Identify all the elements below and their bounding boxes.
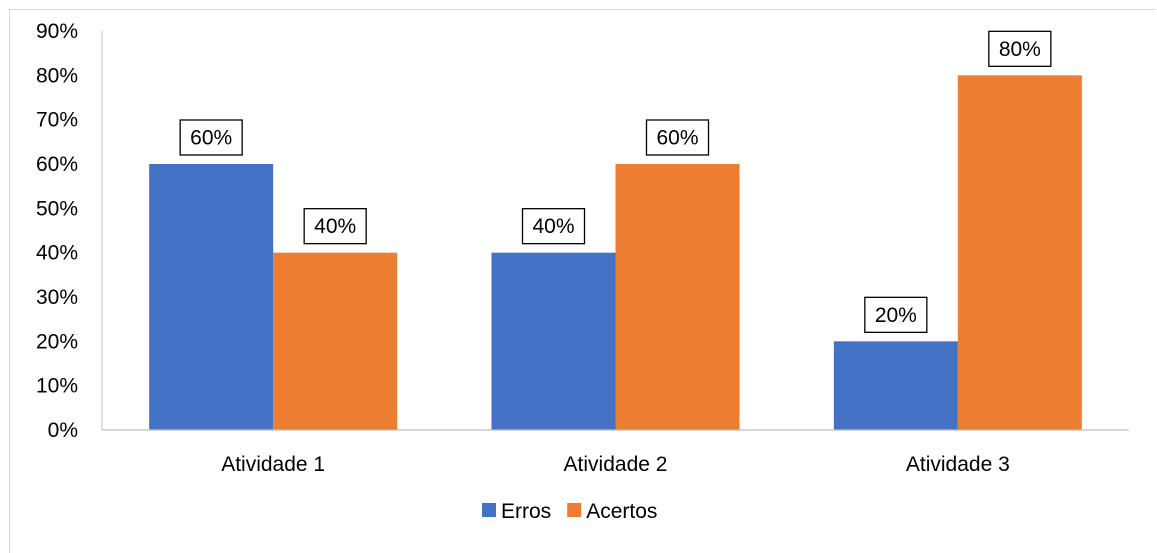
data-label-erros-1: 60% — [179, 119, 243, 156]
y-tick-label: 40% — [36, 242, 78, 265]
data-label-acertos-1: 40% — [303, 208, 367, 245]
data-label-box — [521, 208, 586, 245]
x-tick-label: Atividade 2 — [564, 453, 668, 476]
data-label-text: 40% — [314, 215, 356, 238]
y-tick-label: 80% — [36, 64, 78, 87]
data-label-text: 20% — [875, 304, 917, 327]
data-label-text: 80% — [999, 38, 1041, 61]
x-tick-label: Atividade 1 — [221, 453, 325, 476]
bar-erros-1 — [149, 164, 274, 430]
y-tick-label: 0% — [48, 419, 78, 442]
data-label-box — [645, 119, 710, 156]
legend-item-acertos: Acertos — [567, 500, 657, 523]
data-labels: 60% 40% 40% 60% 20% 80% — [179, 30, 1052, 333]
y-axis: 0% 10% 20% 30% 40% 50% 60% 70% 80% 90% — [36, 20, 103, 442]
legend-item-erros: Erros — [482, 500, 551, 523]
data-label-acertos-2: 60% — [645, 119, 710, 156]
data-label-box — [988, 30, 1052, 67]
data-label-text: 60% — [190, 127, 232, 150]
y-tick-label: 10% — [36, 375, 78, 398]
chart-frame — [9, 9, 1155, 553]
data-label-acertos-3: 80% — [988, 30, 1052, 67]
data-label-box — [864, 296, 928, 333]
data-label-erros-3: 20% — [864, 296, 928, 333]
y-tick-label: 70% — [36, 109, 78, 132]
data-label-box — [179, 119, 243, 156]
bar-acertos-2 — [615, 164, 740, 430]
y-tick-label: 30% — [36, 286, 78, 309]
bar-erros-3 — [833, 341, 958, 430]
bar-acertos-1 — [273, 252, 398, 430]
legend-label: Erros — [501, 500, 551, 523]
y-tick-label: 50% — [36, 197, 78, 220]
data-label-box — [303, 208, 367, 245]
y-tick-label: 20% — [36, 330, 78, 353]
bar-acertos-3 — [957, 75, 1082, 430]
y-tick-label: 60% — [36, 153, 78, 176]
x-axis: Atividade 1 Atividade 2 Atividade 3 — [102, 429, 1129, 476]
legend-swatch — [482, 503, 496, 517]
bars — [149, 75, 1082, 430]
bar-erros-2 — [491, 252, 616, 430]
data-label-text: 40% — [532, 215, 574, 238]
x-tick-label: Atividade 3 — [906, 453, 1010, 476]
legend: Erros Acertos — [482, 500, 657, 523]
data-label-erros-2: 40% — [521, 208, 586, 245]
legend-label: Acertos — [586, 500, 657, 523]
legend-swatch — [567, 503, 582, 517]
y-tick-label: 90% — [36, 20, 78, 43]
data-label-text: 60% — [656, 127, 698, 150]
